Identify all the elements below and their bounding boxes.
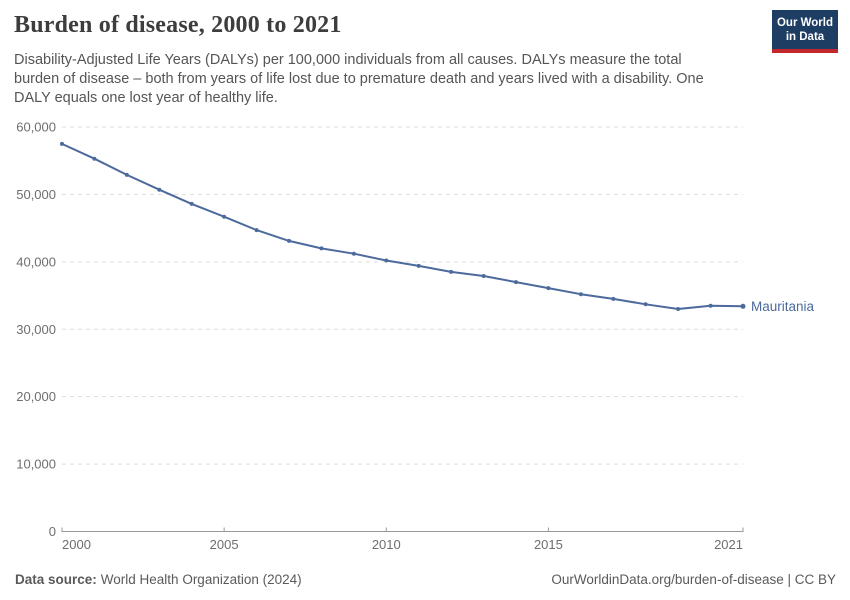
data-point — [449, 269, 454, 274]
data-point — [546, 286, 551, 291]
data-point — [157, 187, 162, 192]
attribution: OurWorldinData.org/burden-of-disease | C… — [551, 572, 836, 587]
y-tick-label: 60,000 — [16, 120, 56, 135]
chart-footer: Data source: World Health Organization (2… — [15, 572, 836, 587]
data-point — [384, 258, 389, 263]
data-point — [514, 280, 518, 285]
data-point — [60, 141, 64, 146]
data-point — [676, 307, 681, 311]
data-point — [222, 214, 227, 219]
subtitle-line: DALY equals one lost year of healthy lif… — [14, 90, 278, 106]
data-point — [351, 251, 356, 256]
data-point — [708, 303, 713, 308]
data-point — [319, 246, 324, 251]
x-tick-label: 2000 — [62, 537, 91, 552]
x-tick-label: 2010 — [372, 537, 401, 552]
owid-logo-line2: in Data — [785, 31, 825, 43]
data-point — [643, 302, 648, 307]
chart-title: Burden of disease, 2000 to 2021 — [14, 12, 342, 38]
entity-label: Mauritania — [751, 299, 815, 314]
y-tick-label: 10,000 — [16, 457, 56, 472]
data-point — [189, 201, 194, 206]
data-source-value: World Health Organization (2024) — [100, 572, 302, 587]
x-tick-label: 2005 — [210, 537, 239, 552]
data-point — [578, 292, 583, 297]
chart-subtitle: Disability-Adjusted Life Years (DALYs) p… — [14, 51, 704, 108]
data-point — [124, 172, 129, 177]
owid-logo: Our World in Data — [772, 10, 838, 53]
owid-logo-line1: Our World — [776, 17, 833, 29]
y-tick-label: 0 — [49, 524, 56, 539]
data-line — [61, 142, 744, 310]
data-point — [287, 238, 291, 243]
y-tick-label: 40,000 — [16, 254, 56, 269]
x-tick-label: 2015 — [534, 537, 563, 552]
y-tick-label: 30,000 — [16, 322, 56, 337]
data-point — [254, 228, 259, 233]
line-chart: 0 10,000 20,000 30,000 40,000 50,000 60,000 200… — [16, 120, 815, 553]
y-tick-label: 50,000 — [16, 187, 56, 202]
data-source: Data source: World Health Organization (2… — [15, 572, 302, 587]
data-point — [740, 303, 746, 309]
subtitle-line: burden of disease – both from years of l… — [14, 71, 704, 87]
y-tick-label: 20,000 — [16, 389, 56, 404]
data-point — [92, 156, 97, 161]
x-tick-label: 2021 — [714, 537, 743, 552]
subtitle-line: Disability-Adjusted Life Years (DALYs) p… — [14, 52, 682, 68]
data-point — [481, 274, 486, 278]
data-point — [416, 263, 421, 268]
data-source-label: Data source: — [15, 572, 97, 587]
data-point — [611, 296, 616, 301]
